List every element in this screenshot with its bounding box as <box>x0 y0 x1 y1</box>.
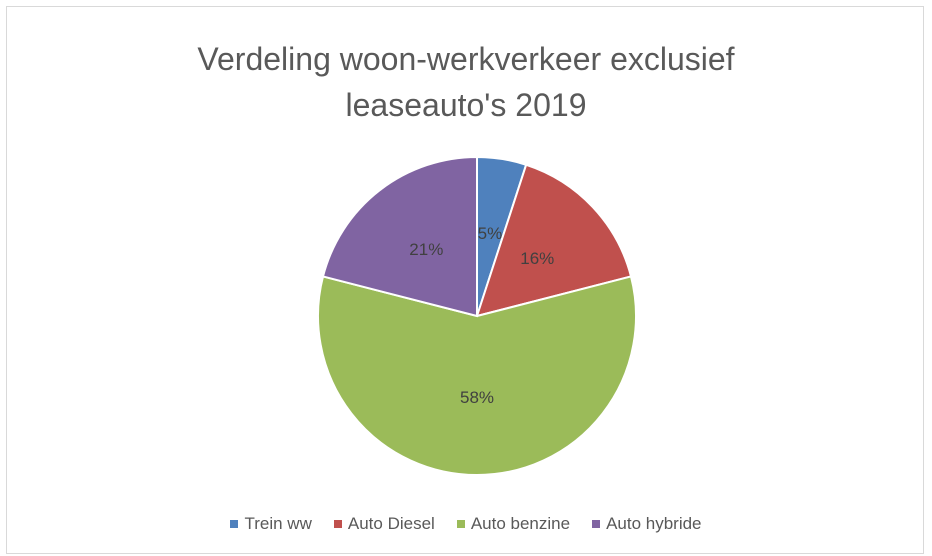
data-label: 58% <box>460 388 494 407</box>
legend-item: Auto benzine <box>456 514 571 534</box>
data-label: 16% <box>520 249 554 268</box>
data-label: 21% <box>409 240 443 259</box>
pie-slice <box>317 275 637 476</box>
legend-swatch <box>230 520 239 528</box>
data-label: 5% <box>478 224 503 243</box>
legend-label: Auto benzine <box>470 514 571 533</box>
legend-label: Trein ww <box>244 514 312 533</box>
legend-label: Auto hybride <box>606 514 702 533</box>
legend-swatch <box>333 520 342 528</box>
legend: Trein ww Auto Diesel Auto benzine Auto hybr… <box>0 514 932 534</box>
legend-swatch <box>592 520 601 528</box>
legend-swatch <box>456 520 465 528</box>
pie-slice <box>475 163 633 318</box>
chart-title: Verdeling woon-werkverkeer exclusief lea… <box>197 41 735 123</box>
chart-frame <box>6 6 924 554</box>
legend-item: Trein ww <box>230 514 312 534</box>
pie-slice <box>321 155 478 318</box>
legend-item: Auto hybride <box>592 514 702 534</box>
legend-item: Auto Diesel <box>333 514 435 534</box>
legend-label: Auto Diesel <box>347 514 435 533</box>
